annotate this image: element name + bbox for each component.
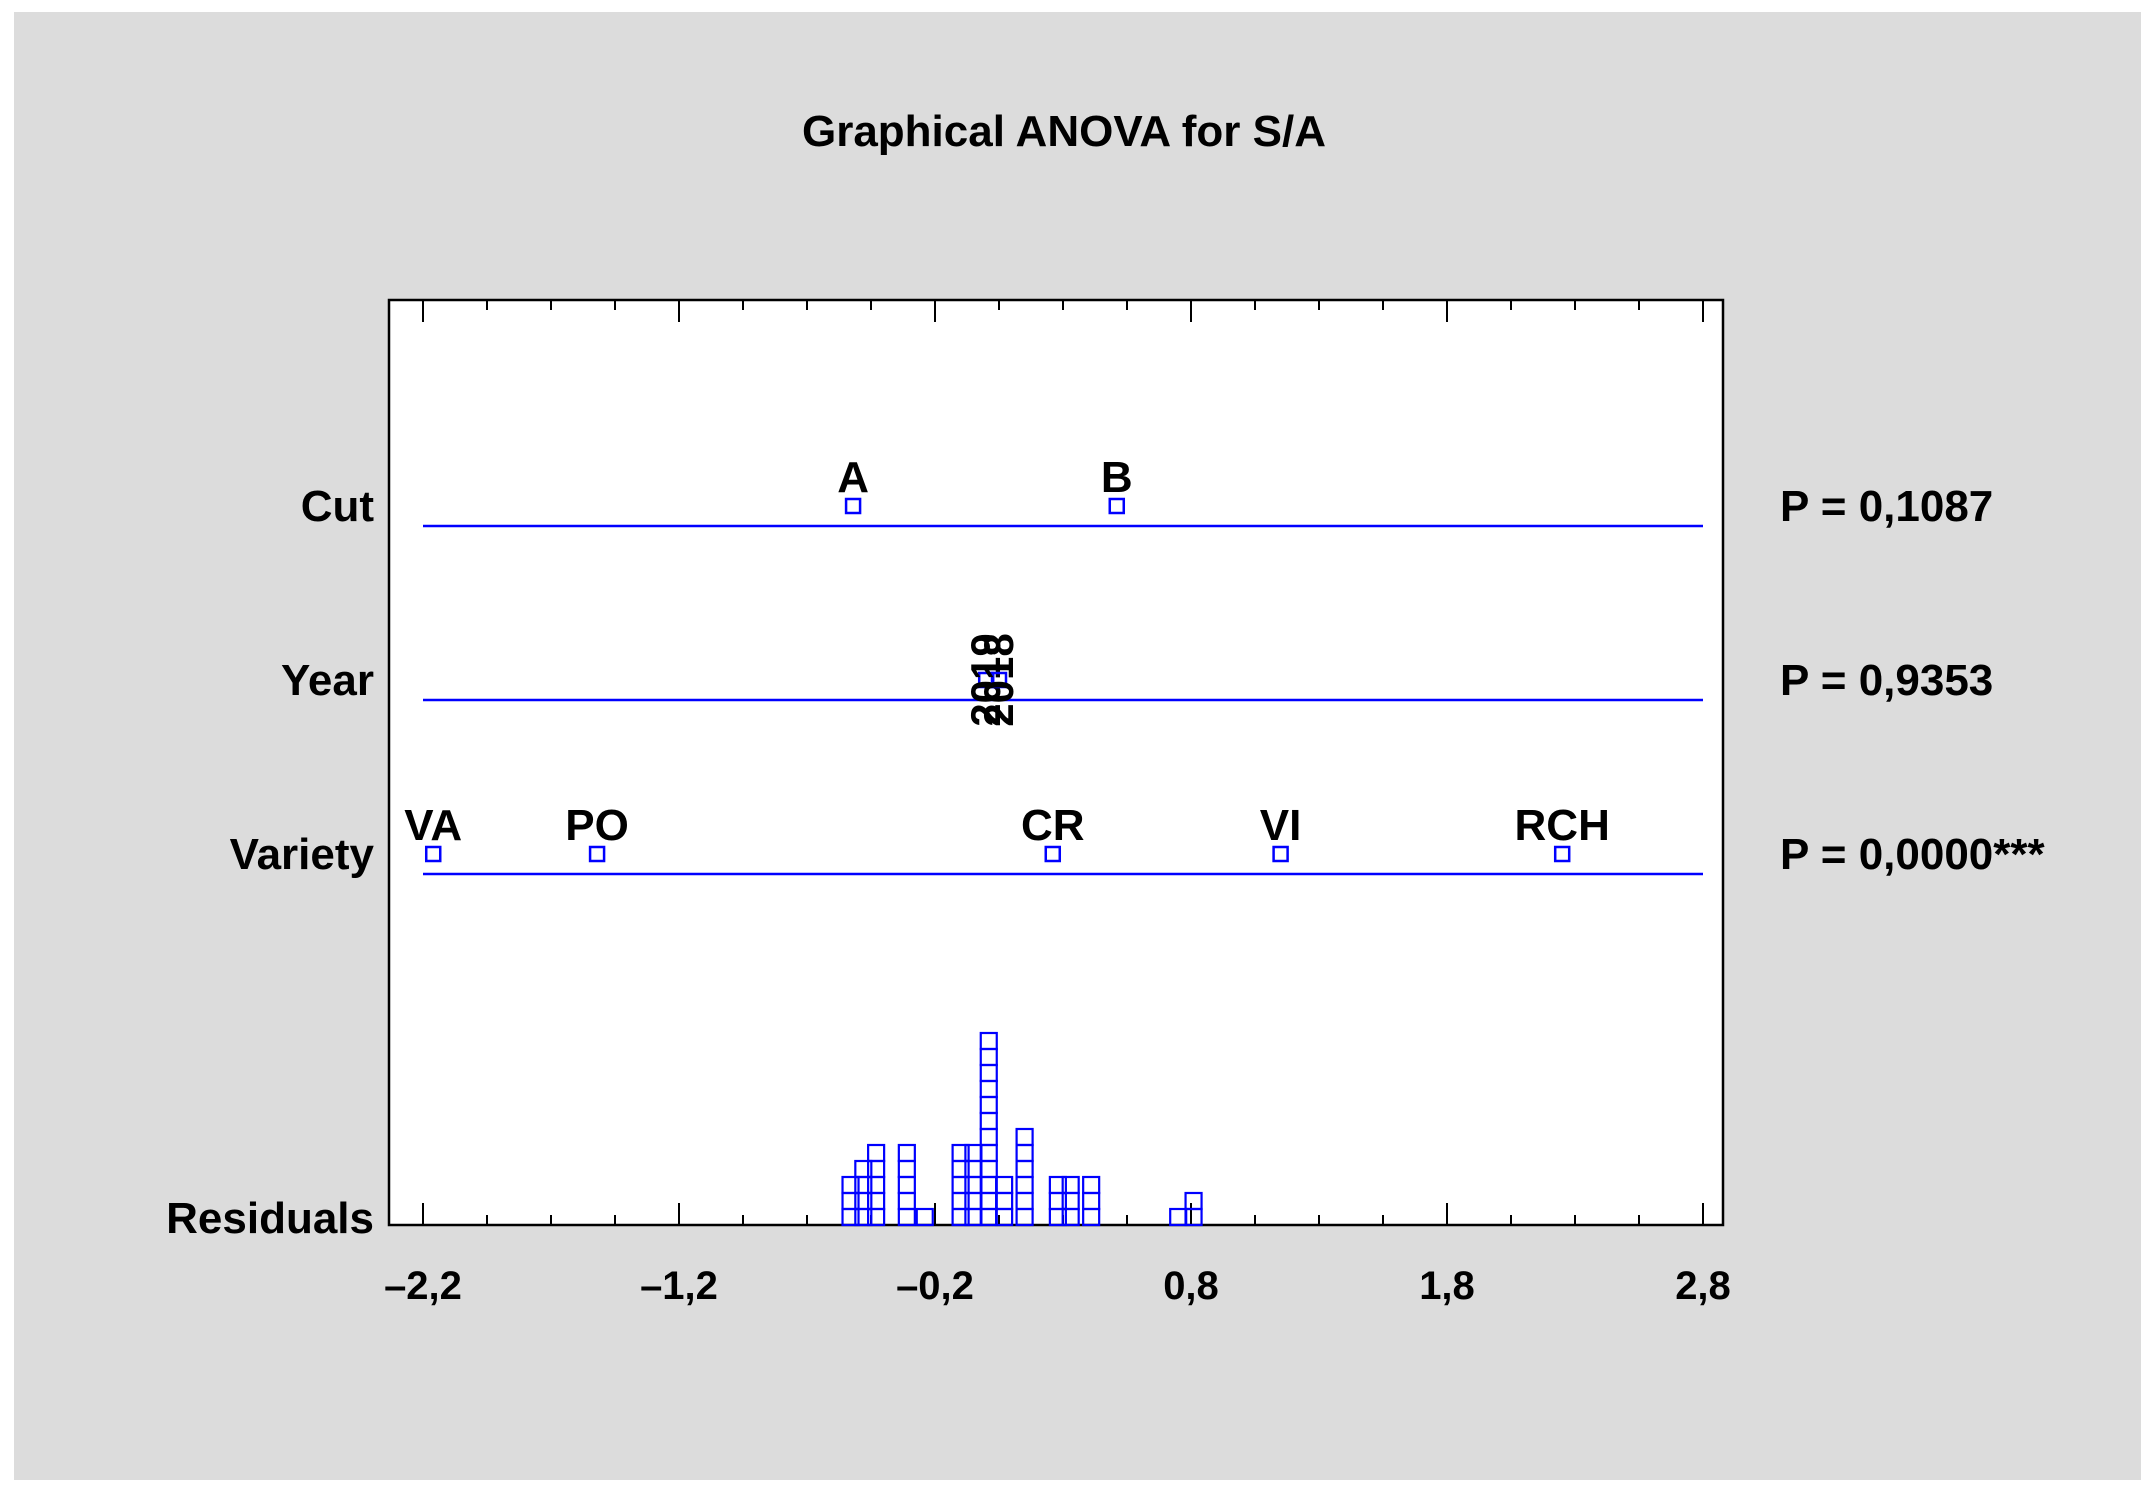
plot-area: [387, 298, 1725, 1227]
x-axis-ticks: [422, 300, 1704, 1225]
level-marker: [588, 845, 606, 863]
residual-point: [1061, 1175, 1080, 1195]
level-marker: [990, 671, 1008, 689]
residual-point: [951, 1143, 970, 1163]
level-label: 2018: [975, 633, 1022, 726]
x-tick-label: –2,2: [384, 1264, 462, 1308]
chart-panel: Graphical ANOVA for S/A Cut P = 0,1087 A B Y…: [14, 12, 2141, 1480]
level-label: VI: [1260, 801, 1302, 850]
p-value: P = 0,0000***: [1780, 830, 2046, 879]
residual-point: [1082, 1175, 1101, 1195]
x-tick-label: –1,2: [640, 1264, 718, 1308]
residuals-dotplot: Residuals: [166, 1031, 1203, 1243]
p-value: P = 0,9353: [1780, 656, 1993, 705]
factor-name: Cut: [301, 482, 375, 531]
anova-chart: Graphical ANOVA for S/A Cut P = 0,1087 A B Y…: [166, 107, 2046, 1308]
level-marker: [1108, 497, 1126, 515]
residual-point: [854, 1159, 873, 1179]
residual-point: [1048, 1175, 1067, 1195]
level-label: VA: [404, 801, 462, 850]
residual-point: [897, 1143, 916, 1163]
factor-row-variety: Variety P = 0,0000*** VA PO CR VI RCH: [230, 801, 2046, 879]
level-marker: [424, 845, 442, 863]
residual-point: [995, 1175, 1014, 1195]
residual-point: [979, 1031, 998, 1051]
level-marker: [1272, 845, 1289, 863]
chart-title: Graphical ANOVA for S/A: [802, 107, 1326, 156]
x-tick-label: 0,8: [1163, 1264, 1219, 1308]
level-marker: [1044, 845, 1062, 863]
factor-name: Variety: [230, 830, 375, 879]
level-marker: [1553, 845, 1571, 863]
level-label: 2019: [962, 633, 1009, 726]
factor-name: Year: [281, 656, 374, 705]
residual-point: [1015, 1127, 1034, 1147]
residuals-label: Residuals: [166, 1194, 374, 1243]
residual-point: [1184, 1191, 1203, 1211]
residual-point: [915, 1207, 934, 1227]
level-marker: [844, 497, 862, 515]
level-label: PO: [565, 801, 629, 850]
residual-point: [841, 1175, 860, 1195]
level-label: A: [837, 453, 869, 502]
level-label: B: [1101, 453, 1133, 502]
x-tick-label: 2,8: [1675, 1264, 1731, 1308]
factor-row-cut: Cut P = 0,1087 A B: [301, 453, 1994, 531]
level-label: RCH: [1515, 801, 1610, 850]
x-axis-tick-labels: –2,2 –1,2 –0,2 0,8 1,8 2,8: [384, 1264, 1731, 1308]
residual-point: [867, 1143, 886, 1163]
x-tick-label: 1,8: [1419, 1264, 1475, 1308]
p-value: P = 0,1087: [1780, 482, 1993, 531]
level-label: CR: [1021, 801, 1085, 850]
x-tick-label: –0,2: [896, 1264, 974, 1308]
